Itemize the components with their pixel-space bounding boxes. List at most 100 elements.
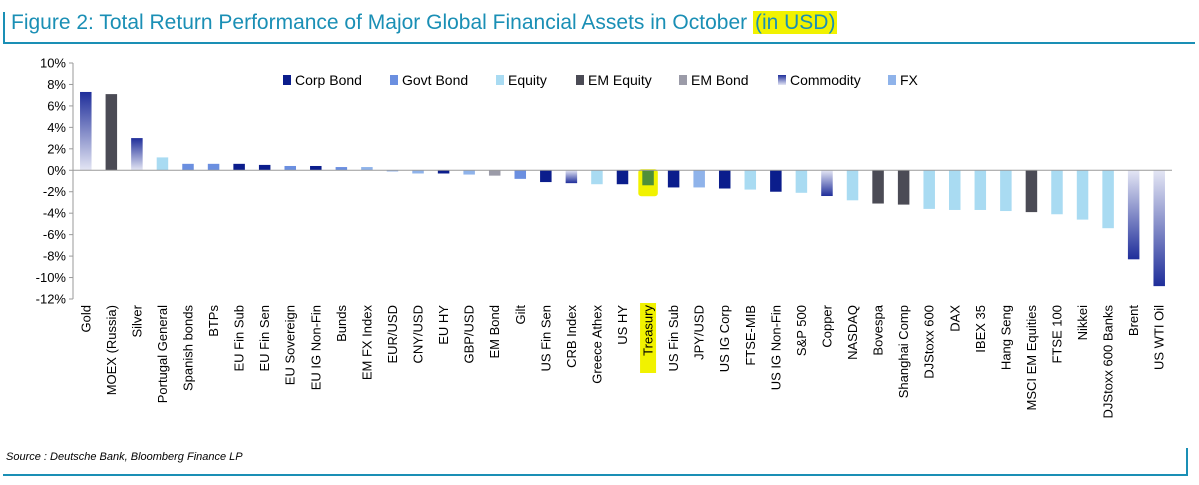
legend-swatch [496,75,504,85]
figure-title-main: Figure 2: Total Return Performance of Ma… [11,11,753,34]
bar [310,165,322,171]
bar [412,170,424,174]
category-label: EUR/USD [385,305,400,364]
bar [923,170,935,209]
y-tick-label: 0% [47,163,66,178]
y-tick-label: -10% [36,270,67,285]
bar [974,170,987,210]
bar [795,170,808,193]
category-label: EU Fin Sen [257,305,272,371]
category-label: Greece Athex [589,305,604,384]
category-label: MSCI EM Equities [1024,305,1039,411]
bar [821,170,833,197]
y-tick-label: -6% [43,227,67,242]
bar [335,167,348,171]
bar [1127,170,1140,260]
bar [1153,170,1165,287]
category-label: Portugal General [155,305,170,403]
bar [565,170,578,184]
bar-series [80,91,1165,287]
bar [514,170,527,179]
legend-label: Govt Bond [402,72,468,88]
bar [207,163,220,171]
y-tick-label: -12% [36,292,67,307]
y-tick-label: 10% [40,56,66,71]
bar [1051,170,1063,215]
category-label: Gilt [513,305,528,325]
y-tick-label: -4% [43,206,67,221]
bar [258,164,271,171]
y-tick-label: -2% [43,184,67,199]
bar [1102,170,1114,229]
category-label: EU Sovereign [283,305,298,385]
category-label: Spanish bonds [181,305,196,392]
bar [386,170,399,172]
category-label: Hang Seng [998,305,1013,370]
title-accent-rule [3,12,5,42]
category-label: GBP/USD [462,305,477,364]
legend-swatch [888,75,896,85]
bar [897,170,910,205]
category-label: Gold [78,305,93,332]
category-label: IBEX 35 [973,305,988,353]
category-label: US Fin Sen [538,305,553,371]
category-label: EM FX Index [359,305,374,381]
source-note: Source : Deutsche Bank, Bloomberg Financ… [6,451,243,463]
bar [1000,170,1012,212]
category-label: CRB Index [564,305,579,368]
category-label: US IG Corp [717,305,732,372]
bar [361,167,373,171]
bar [105,94,118,171]
legend-label: EM Bond [691,72,749,88]
bar [872,170,884,204]
bar [667,170,680,188]
legend: Corp Bond Govt Bond Equity EM Equity EM Bond… [283,72,919,88]
bar [437,170,450,174]
category-label: US IG Non-Fin [768,305,783,390]
bar [770,170,782,192]
footer-side-rule [1186,448,1188,474]
y-axis: 10% 8% 6% 4% 2% 0% -2% -4% -6% -8% -10% -12% [36,56,74,307]
category-label: DJStoxx 600 [922,305,937,379]
legend-swatch [679,75,687,85]
bar [80,91,92,171]
category-label: EU Fin Sub [232,305,247,371]
footer-divider [3,474,1188,476]
title-divider [3,42,1195,44]
bar [156,157,169,171]
category-label: Copper [819,304,834,347]
y-tick-label: 2% [47,141,66,156]
category-label: EU IG Non-Fin [308,305,323,390]
category-label: Silver [129,304,144,337]
bar [949,170,961,210]
bar [488,170,501,176]
y-tick-label: 6% [47,98,66,113]
category-label: US WTI Oil [1152,305,1167,370]
y-tick-label: 8% [47,77,66,92]
category-label: Bovespa [871,304,886,355]
category-label: MOEX (Russia) [104,305,119,395]
bar [693,170,705,188]
legend-swatch [283,75,291,85]
category-label-highlight [640,303,657,373]
category-label: Brent [1126,305,1141,336]
legend-label: EM Equity [588,72,652,88]
category-label: Bunds [334,305,349,342]
legend-label: Commodity [790,72,861,88]
bar [846,170,859,201]
category-label: DJStoxx 600 Banks [1101,305,1116,419]
category-label: US Fin Sub [666,305,681,371]
category-label: S&P 500 [794,305,809,356]
bar [591,170,603,185]
bar [540,170,552,183]
bar [463,170,475,175]
category-label: Shanghai Comp [896,305,911,398]
bar [233,163,245,171]
bar [182,163,194,171]
bar [1025,170,1038,213]
bar [1076,170,1089,220]
bar-chart: 10% 8% 6% 4% 2% 0% -2% -4% -6% -8% -10% -12% Gold MO… [36,56,1172,419]
figure-title: Figure 2: Total Return Performance of Ma… [11,11,838,35]
category-label: US HY [615,305,630,345]
